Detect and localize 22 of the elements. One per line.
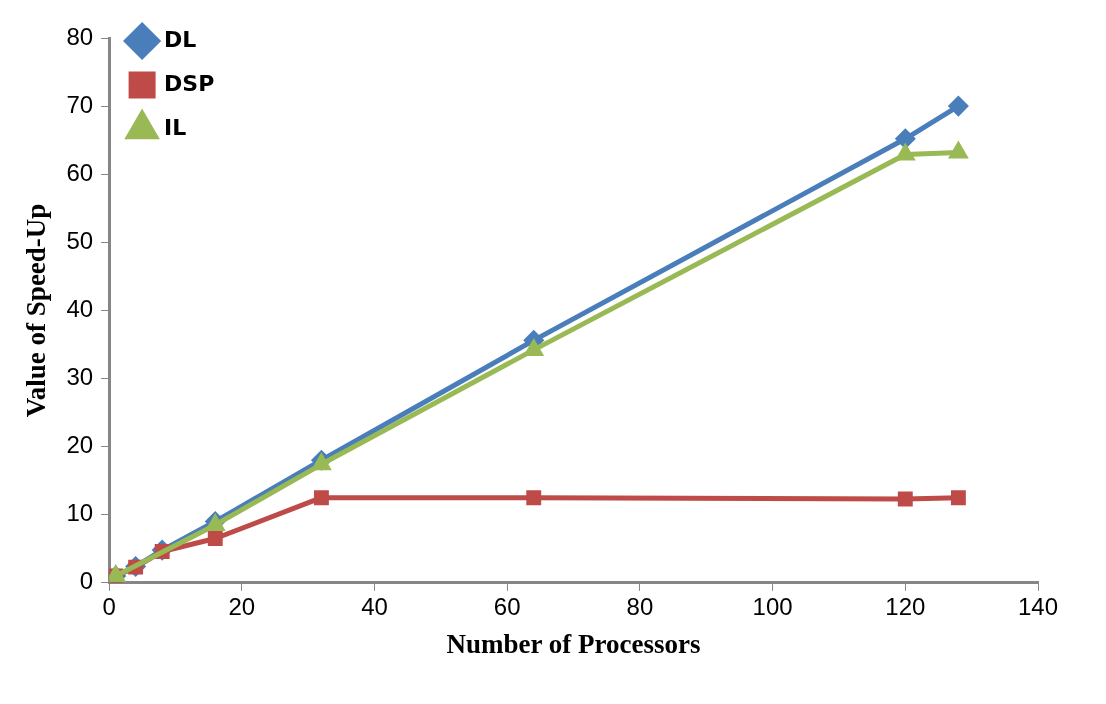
y-axis-title: Value of Speed-Up [21,203,52,418]
x-tick-label: 20 [228,592,256,620]
y-tick-label: 80 [66,22,94,50]
y-tick-label: 60 [66,158,94,186]
x-tick-label: 40 [361,592,388,620]
y-tick-label: 30 [66,363,94,391]
x-axis-title: Number of Processors [446,628,701,659]
legend-label: DL [164,26,197,52]
y-tick-label: 50 [66,226,94,254]
legend-label: DSP [164,70,215,96]
y-tick-label: 40 [66,295,94,323]
y-tick-label: 70 [66,90,94,118]
x-tick-label: 120 [885,592,926,620]
x-tick-label: 100 [752,592,793,620]
y-tick-label: 20 [66,431,94,459]
x-tick-label: 60 [493,592,521,620]
x-tick-label: 140 [1017,592,1059,620]
y-tick-label: 0 [79,567,94,595]
x-tick-label: 0 [102,592,116,620]
x-tick-label: 80 [626,592,654,620]
y-tick-label: 10 [66,499,94,527]
legend-label: IL [164,114,187,140]
